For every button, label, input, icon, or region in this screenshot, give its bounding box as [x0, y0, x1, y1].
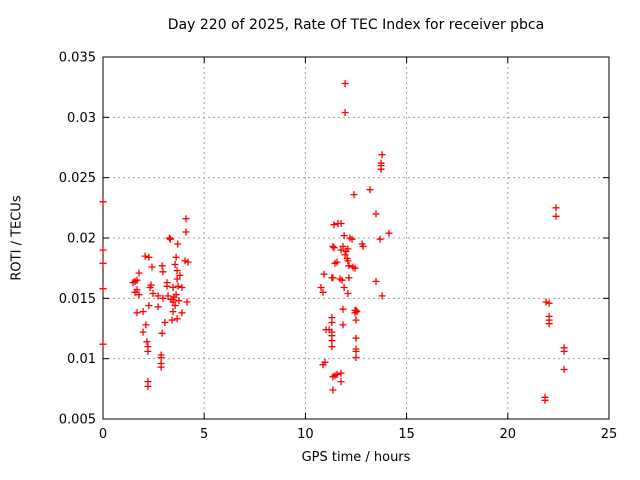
x-tick-label: 0 [99, 427, 107, 442]
x-tick-label: 25 [601, 427, 618, 442]
y-tick-label: 0.01 [67, 352, 96, 367]
y-tick-label: 0.03 [67, 111, 96, 126]
x-tick-label: 5 [200, 427, 208, 442]
y-tick-label: 0.005 [59, 413, 96, 428]
chart-title: Day 220 of 2025, Rate Of TEC Index for r… [167, 17, 545, 33]
y-tick-label: 0.035 [59, 51, 96, 66]
x-tick-label: 15 [398, 427, 415, 442]
y-tick-label: 0.015 [59, 292, 96, 307]
x-axis-label: GPS time / hours [301, 450, 411, 465]
x-tick-label: 20 [500, 427, 517, 442]
x-tick-label: 10 [297, 427, 314, 442]
y-tick-label: 0.02 [67, 232, 96, 247]
scatter-points [99, 80, 568, 404]
y-tick-label: 0.025 [59, 171, 96, 186]
